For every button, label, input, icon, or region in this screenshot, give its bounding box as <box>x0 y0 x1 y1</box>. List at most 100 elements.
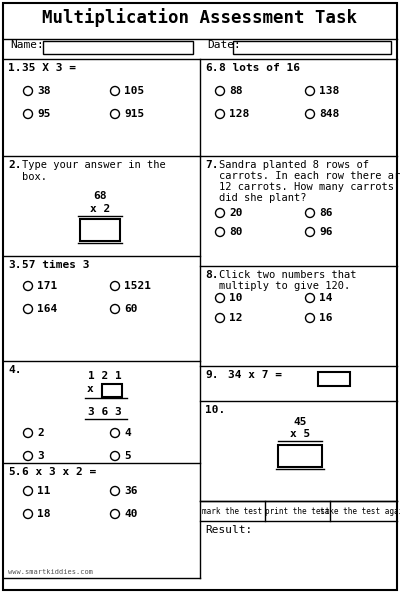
Circle shape <box>24 282 32 291</box>
Text: 4: 4 <box>124 428 131 438</box>
Text: 34 x 7 =: 34 x 7 = <box>228 370 282 380</box>
Text: 20: 20 <box>229 208 242 218</box>
Circle shape <box>306 209 314 218</box>
Text: 4.: 4. <box>8 365 22 375</box>
Circle shape <box>306 87 314 95</box>
Text: 45: 45 <box>293 417 307 427</box>
Circle shape <box>110 486 120 496</box>
Circle shape <box>24 87 32 95</box>
Circle shape <box>24 304 32 314</box>
Text: www.smartkiddies.com: www.smartkiddies.com <box>8 569 93 575</box>
Text: print the test: print the test <box>265 506 330 515</box>
Circle shape <box>24 429 32 438</box>
Text: 14: 14 <box>319 293 332 303</box>
Text: carrots. In each row there are: carrots. In each row there are <box>219 171 400 181</box>
Text: 60: 60 <box>124 304 138 314</box>
Circle shape <box>216 314 224 323</box>
Text: did she plant?: did she plant? <box>219 193 306 203</box>
Text: 8.: 8. <box>205 270 218 280</box>
Text: 8 lots of 16: 8 lots of 16 <box>219 63 300 73</box>
Bar <box>43 41 193 54</box>
Circle shape <box>110 304 120 314</box>
Text: Result:: Result: <box>205 525 252 535</box>
Text: 1 2 1: 1 2 1 <box>88 371 122 381</box>
Circle shape <box>24 110 32 119</box>
Text: 915: 915 <box>124 109 144 119</box>
Text: 105: 105 <box>124 86 144 96</box>
Text: box.: box. <box>22 172 47 182</box>
Circle shape <box>216 294 224 302</box>
Text: 9.: 9. <box>205 370 218 380</box>
Circle shape <box>24 509 32 518</box>
Text: 88: 88 <box>229 86 242 96</box>
Text: 5: 5 <box>124 451 131 461</box>
Text: 6 x 3 x 2 =: 6 x 3 x 2 = <box>22 467 96 477</box>
Circle shape <box>110 429 120 438</box>
Text: take the test again: take the test again <box>320 506 400 515</box>
Text: 128: 128 <box>229 109 249 119</box>
Text: 68: 68 <box>93 191 107 201</box>
Text: 1.: 1. <box>8 63 22 73</box>
Text: 10.: 10. <box>205 405 225 415</box>
Text: multiply to give 120.: multiply to give 120. <box>219 281 350 291</box>
Text: 95: 95 <box>37 109 50 119</box>
Text: Sandra planted 8 rows of: Sandra planted 8 rows of <box>219 160 369 170</box>
Bar <box>318 372 350 386</box>
Text: 40: 40 <box>124 509 138 519</box>
Circle shape <box>24 486 32 496</box>
Text: 35 X 3 =: 35 X 3 = <box>22 63 76 73</box>
Circle shape <box>216 87 224 95</box>
Text: 3 6 3: 3 6 3 <box>88 407 122 417</box>
Circle shape <box>110 110 120 119</box>
Text: 80: 80 <box>229 227 242 237</box>
Text: 12 carrots. How many carrots: 12 carrots. How many carrots <box>219 182 394 192</box>
Text: 1521: 1521 <box>124 281 151 291</box>
Text: 38: 38 <box>37 86 50 96</box>
Circle shape <box>306 110 314 119</box>
Circle shape <box>110 282 120 291</box>
Text: x 2: x 2 <box>90 204 110 214</box>
Text: Type your answer in the: Type your answer in the <box>22 160 166 170</box>
Text: Click two numbers that: Click two numbers that <box>219 270 356 280</box>
Bar <box>102 384 122 397</box>
Circle shape <box>216 228 224 237</box>
Circle shape <box>306 294 314 302</box>
Text: 2: 2 <box>37 428 44 438</box>
Text: 11: 11 <box>37 486 50 496</box>
Text: 171: 171 <box>37 281 57 291</box>
Text: x: x <box>87 384 94 394</box>
Text: Name:: Name: <box>10 40 44 50</box>
Bar <box>233 41 391 54</box>
Text: 16: 16 <box>319 313 332 323</box>
Text: mark the test: mark the test <box>202 506 262 515</box>
Circle shape <box>110 509 120 518</box>
Bar <box>80 219 120 241</box>
Text: x 5: x 5 <box>290 429 310 439</box>
Text: Multiplication Assessment Task: Multiplication Assessment Task <box>42 8 358 27</box>
Text: 18: 18 <box>37 509 50 519</box>
Text: 2.: 2. <box>8 160 22 170</box>
Text: 36: 36 <box>124 486 138 496</box>
Bar <box>278 445 322 467</box>
Text: 164: 164 <box>37 304 57 314</box>
Text: 3.: 3. <box>8 260 22 270</box>
Text: 7.: 7. <box>205 160 218 170</box>
Text: 3: 3 <box>37 451 44 461</box>
Text: 138: 138 <box>319 86 339 96</box>
Text: 6.: 6. <box>205 63 218 73</box>
Text: 12: 12 <box>229 313 242 323</box>
Circle shape <box>110 451 120 461</box>
Circle shape <box>110 87 120 95</box>
Text: 86: 86 <box>319 208 332 218</box>
Text: 5.: 5. <box>8 467 22 477</box>
Circle shape <box>216 209 224 218</box>
Circle shape <box>24 451 32 461</box>
Text: 96: 96 <box>319 227 332 237</box>
Circle shape <box>306 314 314 323</box>
Text: 10: 10 <box>229 293 242 303</box>
Text: 848: 848 <box>319 109 339 119</box>
Text: Date:: Date: <box>207 40 241 50</box>
Circle shape <box>216 110 224 119</box>
Circle shape <box>306 228 314 237</box>
Text: 57 times 3: 57 times 3 <box>22 260 90 270</box>
